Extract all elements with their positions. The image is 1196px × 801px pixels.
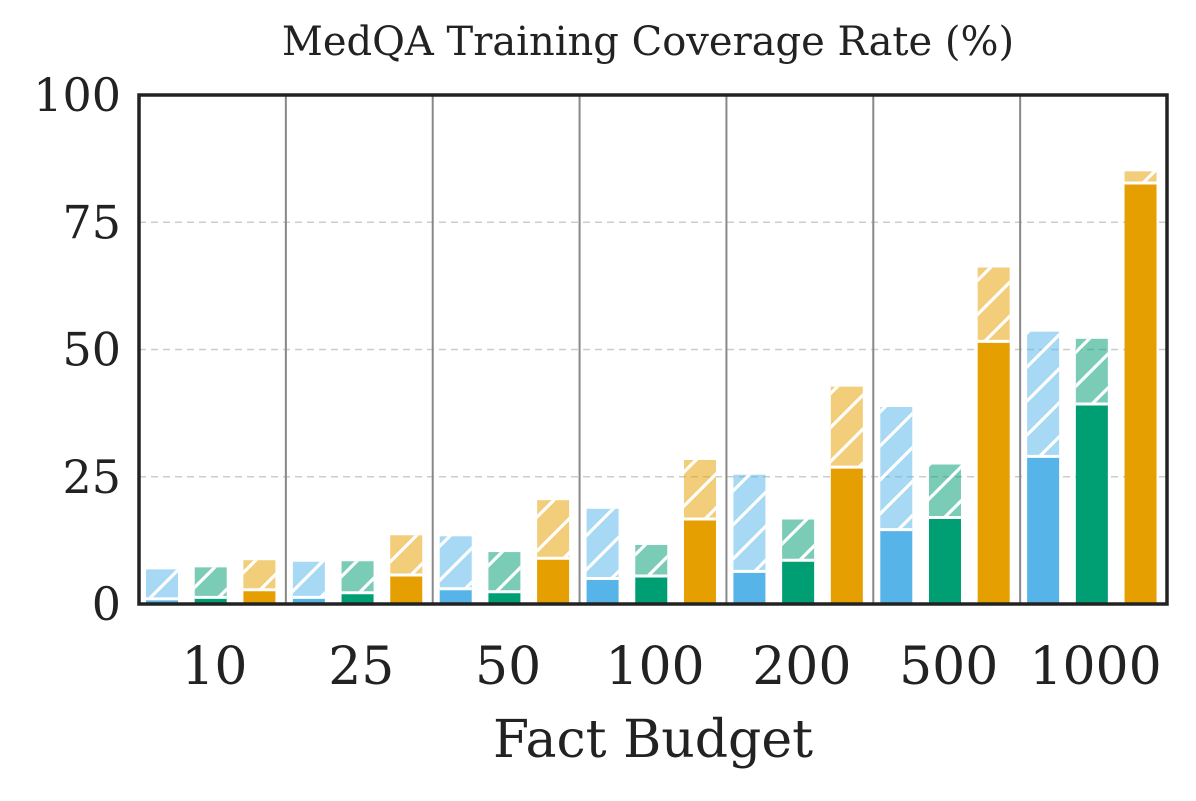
bar-blue-base-50 [439, 588, 472, 604]
bar-green-hatch-500 [928, 464, 961, 518]
bar-blue-base-100 [586, 578, 619, 604]
x-axis-label: Fact Budget [493, 710, 813, 770]
group-separators [284, 95, 1022, 604]
bar-blue-base-1000 [1027, 456, 1060, 604]
x-tick-label: 200 [752, 637, 851, 697]
bar-blue-hatch-500 [880, 407, 913, 530]
grid-layer [139, 221, 1167, 478]
bar-blue-base-200 [733, 571, 766, 604]
plot-frame [137, 93, 1169, 606]
bar-green-base-1000 [1075, 403, 1108, 604]
x-tick-label: 25 [328, 637, 394, 697]
x-tick-label: 500 [899, 637, 998, 697]
bar-blue-hatch-25 [292, 561, 325, 598]
x-axis-ticks: 10 25 50 100 200 500 1000 [181, 637, 1161, 697]
bar-orange-base-100 [683, 518, 716, 604]
bar-green-hatch-1000 [1075, 338, 1108, 404]
bar-orange-hatch-50 [537, 500, 570, 559]
bar-orange-base-50 [537, 558, 570, 604]
bar-orange-hatch-10 [243, 560, 276, 590]
bar-blue-hatch-200 [733, 474, 766, 572]
bar-orange-hatch-500 [977, 267, 1010, 342]
bar-orange-hatch-200 [830, 386, 863, 468]
bar-orange-hatch-25 [390, 535, 423, 575]
bar-orange-hatch-100 [683, 459, 716, 519]
bar-green-hatch-200 [782, 519, 815, 561]
bar-green-hatch-10 [194, 567, 227, 598]
bar-green-base-25 [341, 592, 374, 604]
bars-layer [146, 171, 1157, 604]
bar-green-base-500 [928, 517, 961, 604]
x-tick-label: 50 [475, 637, 541, 697]
bar-green-hatch-100 [635, 544, 668, 577]
x-tick-label: 1000 [1029, 637, 1161, 697]
bar-orange-hatch-1000 [1124, 171, 1157, 184]
bar-blue-hatch-1000 [1027, 331, 1060, 457]
y-axis-ticks: 0 25 50 75 100 [33, 68, 121, 631]
bar-green-base-50 [488, 591, 521, 604]
bar-blue-hatch-100 [586, 508, 619, 579]
bar-orange-base-500 [977, 341, 1010, 604]
bar-blue-base-25 [292, 597, 325, 604]
y-tick-label: 50 [62, 323, 121, 377]
x-tick-label: 100 [605, 637, 704, 697]
bar-blue-base-10 [146, 598, 178, 604]
bar-orange-base-10 [243, 589, 276, 604]
bar-green-base-200 [782, 560, 815, 604]
y-tick-label: 100 [33, 68, 121, 122]
bar-orange-base-200 [830, 467, 863, 604]
bar-green-hatch-50 [488, 552, 521, 592]
bar-orange-base-1000 [1124, 183, 1157, 604]
bar-blue-hatch-10 [146, 569, 178, 599]
chart-title: MedQA Training Coverage Rate (%) [282, 19, 1014, 65]
y-tick-label: 75 [62, 195, 121, 249]
bar-orange-base-25 [390, 574, 423, 604]
y-tick-label: 0 [92, 577, 121, 631]
bar-green-base-100 [635, 576, 668, 604]
x-tick-label: 10 [181, 637, 247, 697]
y-tick-label: 25 [62, 450, 121, 504]
bar-green-base-10 [194, 597, 227, 604]
bar-green-hatch-25 [341, 561, 374, 593]
bar-blue-base-500 [880, 529, 913, 604]
bar-blue-hatch-50 [439, 536, 472, 589]
